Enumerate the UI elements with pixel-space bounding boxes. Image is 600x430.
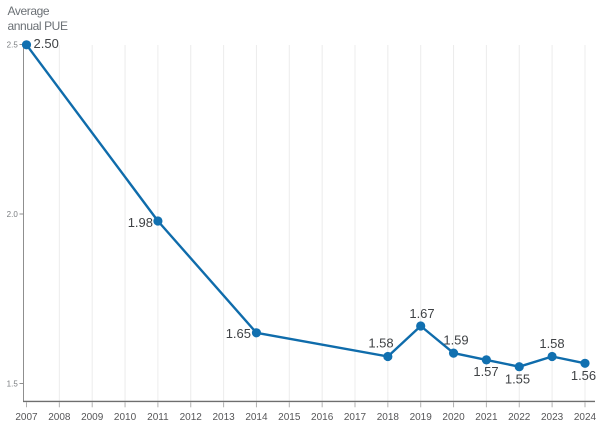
svg-text:2023: 2023 bbox=[541, 412, 564, 423]
svg-text:2010: 2010 bbox=[114, 412, 137, 423]
svg-text:1.67: 1.67 bbox=[409, 306, 434, 321]
svg-text:2017: 2017 bbox=[344, 412, 367, 423]
svg-text:1.56: 1.56 bbox=[571, 368, 596, 383]
svg-text:2013: 2013 bbox=[212, 412, 235, 423]
svg-text:2009: 2009 bbox=[81, 412, 104, 423]
svg-text:2.5: 2.5 bbox=[7, 41, 19, 50]
svg-text:2021: 2021 bbox=[475, 412, 498, 423]
svg-text:1.57: 1.57 bbox=[473, 364, 498, 379]
svg-text:2016: 2016 bbox=[311, 412, 334, 423]
svg-text:2008: 2008 bbox=[48, 412, 71, 423]
svg-text:2020: 2020 bbox=[442, 412, 465, 423]
svg-text:1.59: 1.59 bbox=[443, 333, 468, 348]
svg-text:1.58: 1.58 bbox=[539, 336, 564, 351]
svg-text:2007: 2007 bbox=[15, 412, 38, 423]
svg-text:1.98: 1.98 bbox=[128, 215, 153, 230]
svg-text:2024: 2024 bbox=[574, 412, 597, 423]
svg-text:2022: 2022 bbox=[508, 412, 531, 423]
svg-text:1.5: 1.5 bbox=[7, 379, 19, 388]
svg-text:2011: 2011 bbox=[147, 412, 169, 423]
svg-text:1.65: 1.65 bbox=[226, 326, 251, 341]
svg-text:Average: Average bbox=[8, 4, 50, 18]
svg-text:2018: 2018 bbox=[377, 412, 400, 423]
svg-text:2.50: 2.50 bbox=[34, 36, 59, 51]
svg-text:2.0: 2.0 bbox=[7, 210, 19, 219]
svg-text:2012: 2012 bbox=[180, 412, 203, 423]
svg-text:2019: 2019 bbox=[410, 412, 433, 423]
svg-text:annual PUE: annual PUE bbox=[8, 19, 68, 33]
svg-text:1.55: 1.55 bbox=[505, 372, 530, 387]
svg-text:1.58: 1.58 bbox=[368, 336, 393, 351]
svg-text:2014: 2014 bbox=[245, 412, 268, 423]
svg-text:2015: 2015 bbox=[278, 412, 301, 423]
